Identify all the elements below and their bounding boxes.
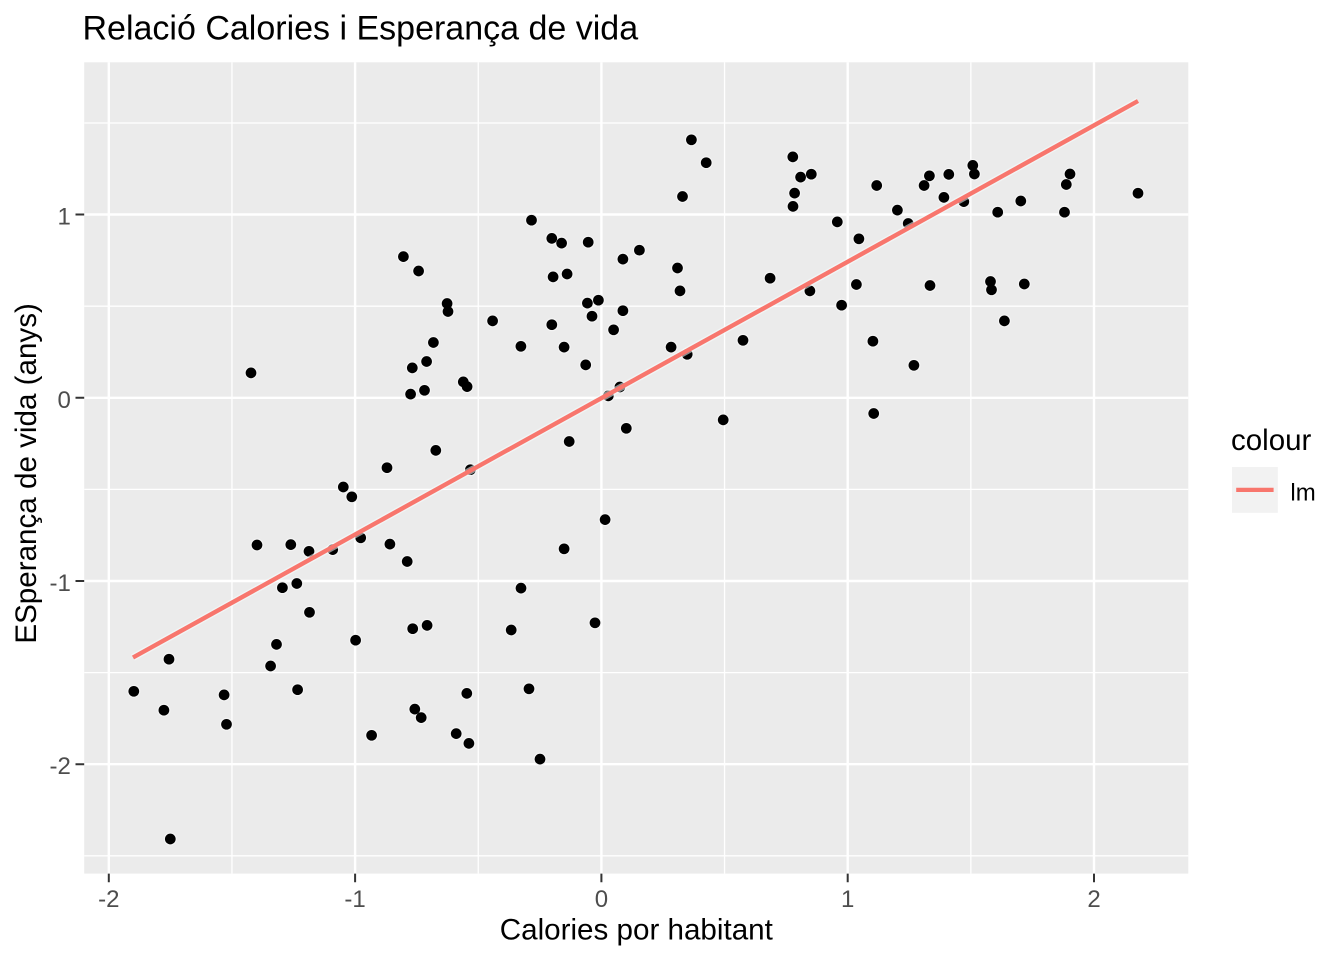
svg-text:colour: colour: [1231, 424, 1312, 457]
svg-text:2: 2: [1087, 886, 1100, 913]
svg-text:1: 1: [57, 204, 70, 231]
svg-text:-1: -1: [344, 886, 365, 913]
svg-text:-1: -1: [49, 570, 70, 597]
svg-text:0: 0: [57, 387, 70, 414]
svg-text:Calories por habitant: Calories por habitant: [500, 914, 773, 947]
svg-text:-2: -2: [98, 886, 119, 913]
svg-text:lm: lm: [1290, 479, 1315, 506]
svg-text:-2: -2: [49, 753, 70, 780]
svg-text:Relació Calories i Esperança d: Relació Calories i Esperança de vida: [83, 10, 639, 48]
svg-text:1: 1: [841, 886, 854, 913]
svg-text:0: 0: [595, 886, 608, 913]
svg-text:ESperança de vida (anys): ESperança de vida (anys): [10, 303, 43, 644]
